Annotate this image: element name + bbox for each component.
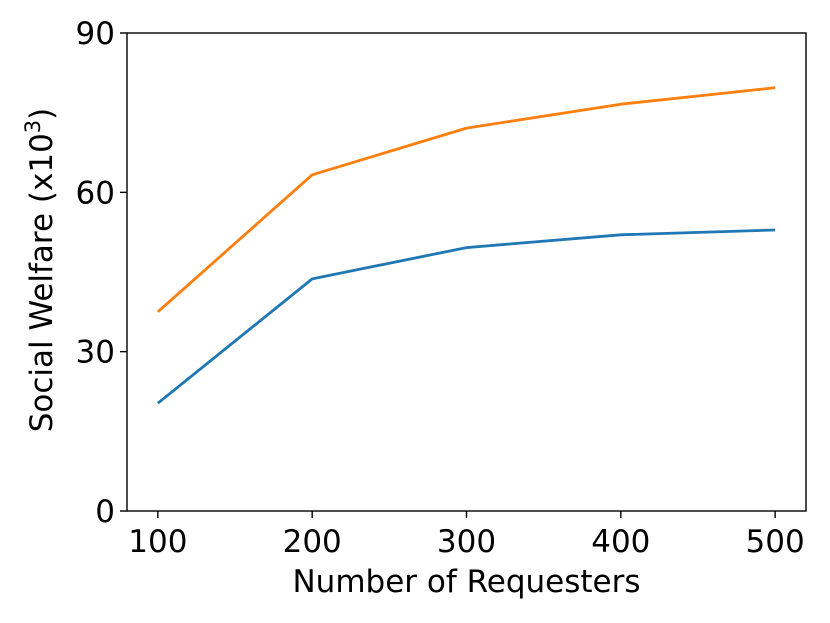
x-axis-label: Number of Requesters (292, 564, 640, 600)
y-axis-label: Social Welfare (x103) (21, 108, 60, 433)
series-line-2 (156, 86, 776, 313)
y-tick-label: 60 (76, 175, 115, 211)
x-tick-label: 500 (746, 524, 805, 560)
y-axis-label-suffix: ) (24, 108, 60, 120)
y-axis: 0 30 60 90 (76, 16, 127, 530)
y-tick-label: 0 (95, 494, 115, 530)
y-axis-label-text: Social Welfare (x10 (24, 133, 60, 432)
y-axis-label-superscript: 3 (21, 120, 45, 133)
series-line-1 (157, 228, 776, 405)
plot-frame (126, 32, 807, 512)
y-tick-label: 90 (76, 16, 115, 52)
y-tick-label: 30 (76, 335, 115, 371)
x-axis: 100 200 300 400 500 (128, 511, 805, 560)
x-tick-label: 100 (128, 524, 187, 560)
series-layer (156, 86, 776, 405)
x-tick-label: 400 (591, 524, 650, 560)
x-tick-label: 300 (437, 524, 496, 560)
x-tick-label: 200 (283, 524, 342, 560)
